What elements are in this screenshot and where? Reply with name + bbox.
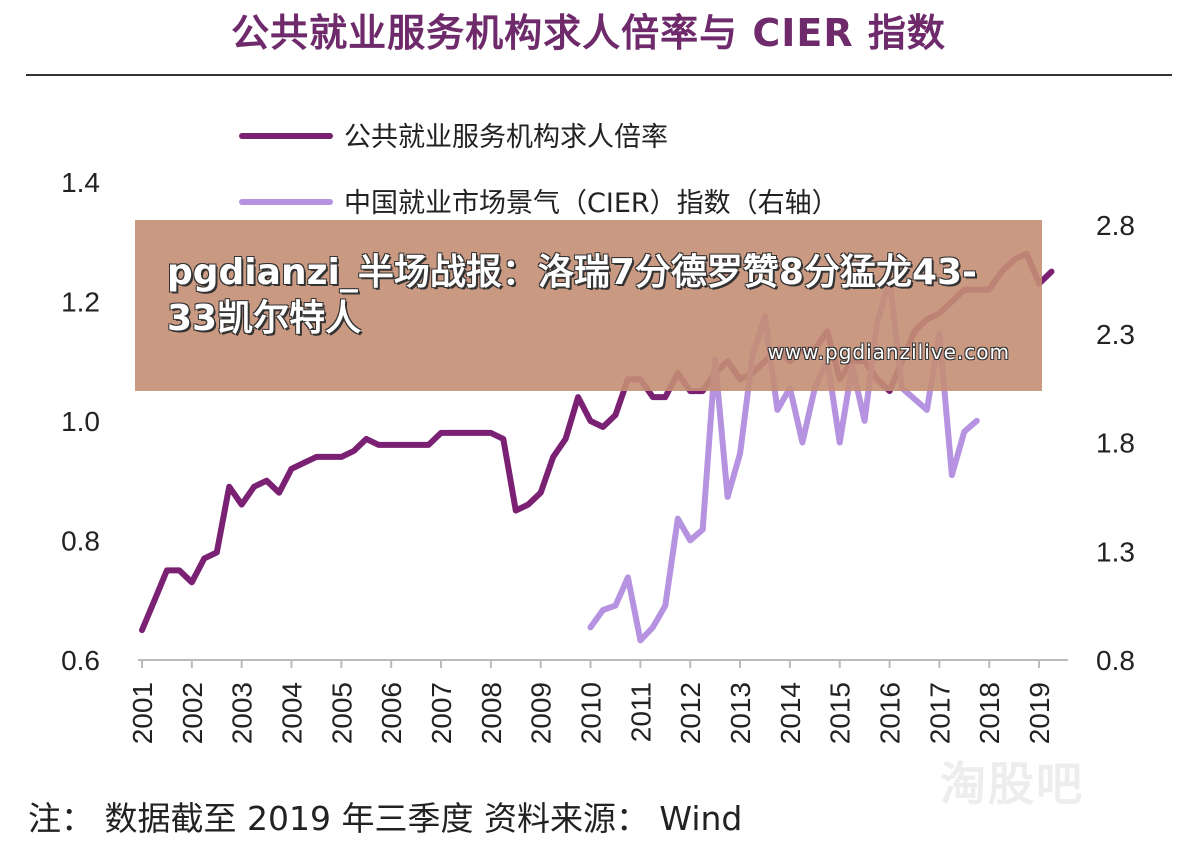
x-tick-label: 2003 [227, 682, 258, 744]
legend-label: 公共就业服务机构求人倍率 [344, 122, 668, 153]
right-tick-label: 0.8 [1096, 645, 1135, 676]
x-tick-label: 2007 [426, 682, 457, 744]
x-tick-label: 2016 [875, 682, 906, 744]
right-tick-label: 2.8 [1096, 210, 1135, 241]
x-tick-label: 2013 [725, 682, 756, 744]
overlay-url[interactable]: www.pgdianzilive.com [767, 340, 1010, 364]
x-tick-label: 2006 [376, 682, 407, 744]
left-tick-label: 0.8 [61, 526, 100, 557]
x-tick-label: 2005 [326, 682, 357, 744]
legend-label: 中国就业市场景气（CIER）指数（右轴） [344, 188, 839, 219]
left-tick-label: 1.4 [61, 167, 100, 198]
source-note: 注： 数据截至 2019 年三季度 资料来源： Wind [28, 799, 743, 838]
x-tick-label: 2015 [825, 682, 856, 744]
watermark-logo: 淘股吧 [940, 757, 1084, 811]
page-title: 公共就业服务机构求人倍率与 CIER 指数 [231, 11, 946, 55]
left-tick-label: 0.6 [61, 645, 100, 676]
x-tick-label: 2019 [1024, 682, 1055, 744]
right-y-axis: 0.8 1.3 1.8 2.3 2.8 [1096, 210, 1135, 676]
x-tick-label: 2017 [924, 682, 955, 744]
x-tick-label: 2002 [177, 682, 208, 744]
right-tick-label: 1.3 [1096, 536, 1135, 567]
left-tick-label: 1.2 [61, 287, 100, 318]
x-tick-label: 2004 [277, 682, 308, 744]
news-overlay-banner[interactable]: pgdianzi_半场战报：洛瑞7分德罗赞8分猛龙43-33凯尔特人 www.p… [135, 220, 1042, 391]
x-tick-label: 2014 [775, 682, 806, 744]
series-line-cier-index [587, 276, 980, 644]
x-tick-label: 2012 [675, 682, 706, 744]
x-tick-label: 2008 [476, 682, 507, 744]
x-tick-label: 2010 [576, 682, 607, 744]
right-tick-label: 2.3 [1096, 319, 1135, 350]
overlay-headline[interactable]: pgdianzi_半场战报：洛瑞7分德罗赞8分猛龙43-33凯尔特人 [167, 252, 978, 339]
left-tick-label: 1.0 [61, 406, 100, 437]
left-y-axis: 0.6 0.8 1.0 1.2 1.4 [61, 167, 100, 676]
x-tick-label: 2001 [127, 682, 158, 744]
right-tick-label: 1.8 [1096, 428, 1135, 459]
x-axis: 2001 2002 2003 2004 2005 2006 2007 2008 2009 2010… [127, 660, 1055, 744]
title-divider [26, 74, 1172, 76]
x-tick-label: 2011 [625, 682, 656, 742]
x-tick-label: 2018 [974, 682, 1005, 744]
x-tick-label: 2009 [526, 682, 557, 744]
